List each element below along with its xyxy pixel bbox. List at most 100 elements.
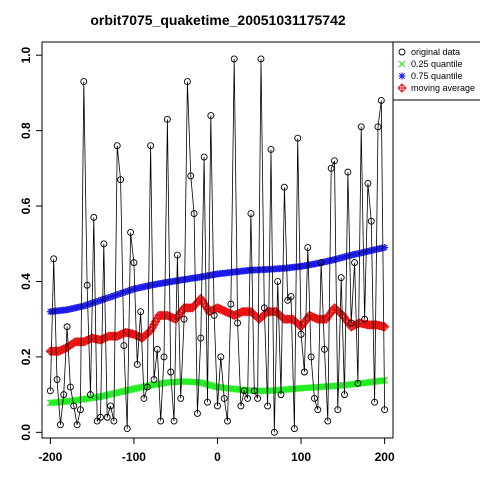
original-data-point — [50, 255, 58, 263]
original-data-point — [357, 123, 365, 131]
original-data-point — [70, 402, 78, 410]
original-data-point — [97, 413, 104, 421]
x-tick-label: -200 — [38, 450, 62, 464]
original-data-point — [210, 311, 218, 319]
original-data-point — [167, 368, 175, 376]
quantile-75-point — [110, 292, 118, 300]
original-data-point — [76, 406, 84, 414]
moving-average-point — [379, 322, 390, 332]
original-data-point — [130, 259, 138, 267]
quantile-75-point — [123, 287, 131, 295]
quantile-75-point — [85, 300, 93, 308]
original-data-point — [351, 259, 359, 267]
legend: original data 0.25 quantile 0.75 quantil… — [392, 41, 480, 101]
quantile-75-point — [118, 289, 126, 297]
quantile-75-point — [100, 295, 108, 303]
original-data-point — [247, 210, 255, 218]
quantile-75-point — [105, 294, 113, 302]
quantile-75-point — [103, 294, 111, 302]
quantile-75-point — [125, 287, 133, 295]
original-data-point — [187, 172, 195, 180]
y-tick-label: 0.6 — [19, 197, 33, 214]
quantile-75-point — [97, 296, 104, 304]
original-data-point — [113, 142, 121, 150]
original-data-point — [347, 319, 355, 327]
original-data-point — [140, 394, 148, 402]
original-data-point — [200, 153, 208, 161]
original-data-point — [190, 210, 198, 218]
original-data-point — [307, 353, 315, 361]
original-data-point — [204, 398, 211, 406]
quantile-75-point — [113, 291, 121, 299]
original-data-point — [227, 300, 235, 308]
axis-ticks — [36, 54, 386, 444]
quantile-75-point — [122, 288, 130, 296]
chart-title: orbit7075_quaketime_20051031175742 — [90, 12, 346, 28]
original-data-point — [314, 406, 322, 414]
original-data-point — [250, 387, 258, 395]
legend-symbol — [398, 48, 406, 56]
original-data-point — [170, 417, 178, 425]
quantile-75-point — [102, 295, 110, 303]
original-data-point — [163, 115, 171, 123]
original-data-point — [180, 315, 188, 323]
original-data-point — [274, 278, 282, 285]
original-data-point — [377, 97, 385, 104]
y-tick-label: 0.8 — [19, 122, 33, 139]
original-data-point — [354, 379, 362, 387]
original-data-point — [83, 281, 91, 289]
original-data-point — [304, 244, 312, 251]
original-data-point — [381, 406, 389, 414]
legend-label: original data — [411, 47, 460, 57]
original-data-point — [280, 183, 288, 191]
original-data-point — [317, 259, 325, 267]
original-data-point — [364, 179, 372, 187]
quantile-75-point — [81, 301, 89, 309]
original-data-point — [107, 402, 114, 410]
original-data-point — [153, 345, 161, 353]
original-data-point — [230, 55, 238, 63]
original-data-point — [157, 417, 165, 425]
quantile-75-point — [90, 299, 98, 307]
original-data-point — [66, 383, 74, 391]
original-data-point — [183, 78, 191, 86]
original-data-point — [267, 146, 275, 153]
original-data-point — [260, 304, 268, 312]
original-data-point — [123, 425, 131, 433]
original-data-point — [137, 308, 145, 316]
original-data-point — [127, 229, 135, 236]
original-data-point — [147, 142, 155, 150]
original-data-point — [371, 398, 379, 406]
x-axis-labels: -200 -100 0 100 200 — [38, 450, 395, 464]
original-data-point — [120, 342, 128, 350]
series-original-data — [46, 55, 389, 436]
quantile-75-point — [83, 301, 91, 309]
original-data-point — [220, 394, 228, 402]
original-data-point — [374, 123, 382, 131]
original-data-point — [193, 410, 201, 417]
original-data-point — [143, 383, 151, 391]
original-data-point — [234, 319, 242, 327]
original-data-point — [257, 55, 265, 63]
quantile-75-point — [128, 286, 136, 294]
original-data-point — [150, 376, 158, 383]
plot-frame — [41, 41, 394, 439]
quantile-75-point — [80, 302, 88, 310]
original-data-point — [53, 376, 61, 383]
original-data-point — [177, 394, 185, 402]
original-data-point — [117, 176, 125, 184]
quantile-75-point — [120, 288, 128, 296]
original-data-point — [290, 425, 298, 433]
legend-symbol — [397, 83, 407, 93]
original-data-point — [270, 428, 278, 436]
quantile-25-point — [379, 377, 387, 384]
original-data-point — [103, 413, 111, 421]
original-data-point — [264, 402, 272, 410]
y-axis-labels: 0.0 0.2 0.4 0.6 0.8 1.0 — [19, 47, 33, 441]
original-data-point — [237, 402, 245, 410]
original-data-point — [294, 134, 302, 142]
original-data-point — [56, 421, 64, 429]
original-data-point — [60, 391, 68, 399]
legend-label: moving average — [411, 83, 475, 93]
original-data-point — [300, 368, 308, 376]
